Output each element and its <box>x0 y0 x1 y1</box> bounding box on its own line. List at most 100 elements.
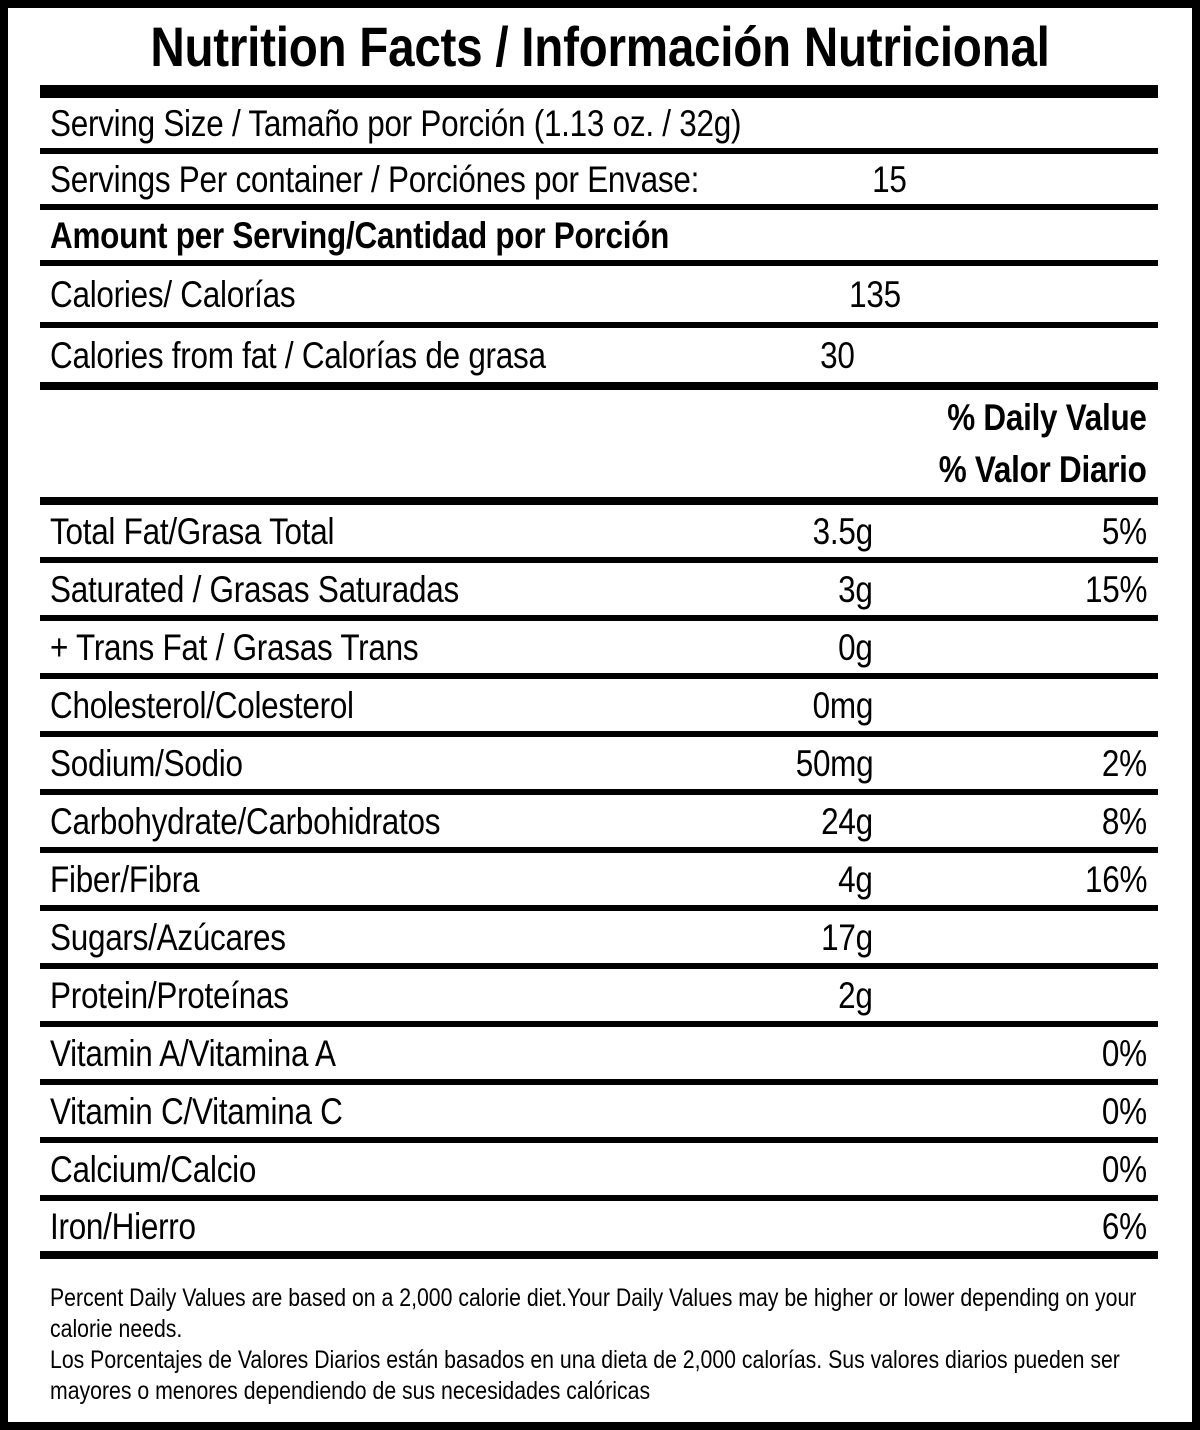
daily-value-header-en-line: % Daily Value <box>50 392 1148 444</box>
daily-value-header: % Daily Value % Valor Diario <box>40 390 1158 505</box>
nutrient-amount: 24g <box>821 800 873 842</box>
serving-size-label: Serving Size / Tamaño por Porción (1.13 … <box>50 102 742 144</box>
nutrient-amount-cell <box>723 1035 873 1072</box>
nutrient-label: Sugars/Azúcares <box>50 916 286 958</box>
calories-cell: Calories/ Calorías <box>50 276 751 313</box>
calories-value: 135 <box>849 273 901 315</box>
nutrient-label: Saturated / Grasas Saturadas <box>50 568 459 610</box>
nutrient-dv: 16% <box>1084 858 1147 900</box>
nutrient-dv: 0% <box>1102 1032 1147 1074</box>
daily-value-header-es: % Valor Diario <box>939 448 1147 490</box>
nutrient-amount-cell <box>723 1151 873 1188</box>
daily-value-header-es-line: % Valor Diario <box>50 444 1147 496</box>
nutrient-dv-cell: 15% <box>873 571 1147 608</box>
nutrient-amount-cell: 24g <box>723 803 873 840</box>
nutrient-label-cell: Calcium/Calcio <box>50 1151 723 1188</box>
nutrient-dv-cell: 6% <box>873 1208 1147 1245</box>
nutrient-label: Carbohydrate/Carbohidratos <box>50 800 441 842</box>
nutrient-dv: 5% <box>1102 510 1147 552</box>
nutrient-row-sodium: Sodium/Sodio 50mg 2% <box>40 737 1158 795</box>
nutrient-dv-cell: 5% <box>873 513 1147 550</box>
servings-per-container-value: 15 <box>872 158 908 200</box>
calories-from-fat-cell: Calories from fat / Calorías de grasa <box>50 337 705 374</box>
nutrient-amount: 0g <box>838 626 874 668</box>
nutrient-label-cell: Cholesterol/Colesterol <box>50 687 723 724</box>
calories-from-fat-value: 30 <box>820 334 856 376</box>
nutrient-label-cell: Vitamin C/Vitamina C <box>50 1093 723 1130</box>
nutrient-row-total-fat: Total Fat/Grasa Total 3.5g 5% <box>40 505 1158 563</box>
nutrient-dv: 15% <box>1084 568 1147 610</box>
nutrient-amount-cell <box>723 1093 873 1130</box>
nutrient-amount-cell: 3.5g <box>723 513 873 550</box>
nutrient-label: Iron/Hierro <box>50 1205 196 1247</box>
nutrient-label-cell: Protein/Proteínas <box>50 977 723 1014</box>
nutrient-row-trans-fat: + Trans Fat / Grasas Trans 0g <box>40 621 1158 679</box>
nutrient-amount-cell: 17g <box>723 919 873 956</box>
nutrient-label-cell: Carbohydrate/Carbohidratos <box>50 803 723 840</box>
nutrient-dv-cell: 16% <box>873 861 1147 898</box>
nutrient-label: Total Fat/Grasa Total <box>50 510 335 552</box>
nutrient-dv-cell: 8% <box>873 803 1147 840</box>
nutrient-label: + Trans Fat / Grasas Trans <box>50 626 419 668</box>
nutrient-amount: 0mg <box>812 684 874 726</box>
calories-from-fat-label: Calories from fat / Calorías de grasa <box>50 334 546 376</box>
nutrient-label-cell: Iron/Hierro <box>50 1208 723 1245</box>
nutrient-label-cell: Sugars/Azúcares <box>50 919 723 956</box>
serving-size-row: Serving Size / Tamaño por Porción (1.13 … <box>40 98 1158 154</box>
label-title-row: Nutrition Facts / Información Nutriciona… <box>8 8 1192 85</box>
nutrient-amount-cell: 50mg <box>723 745 873 782</box>
nutrient-label: Vitamin C/Vitamina C <box>50 1090 343 1132</box>
footnote-en: Percent Daily Values are based on a 2,00… <box>50 1284 1137 1343</box>
nutrient-label: Sodium/Sodio <box>50 742 243 784</box>
servings-per-container-label: Servings Per container / Porciónes por E… <box>50 158 700 200</box>
title-divider-bar <box>40 85 1158 98</box>
nutrient-amount: 50mg <box>795 742 873 784</box>
nutrient-row-fiber: Fiber/Fibra 4g 16% <box>40 853 1158 911</box>
calories-row: Calories/ Calorías 135 <box>40 266 1158 328</box>
nutrient-row-protein: Protein/Proteínas 2g <box>40 969 1158 1027</box>
daily-value-header-en: % Daily Value <box>947 396 1148 438</box>
nutrient-label: Cholesterol/Colesterol <box>50 684 354 726</box>
nutrient-label-cell: Total Fat/Grasa Total <box>50 513 723 550</box>
nutrient-row-saturated-fat: Saturated / Grasas Saturadas 3g 15% <box>40 563 1158 621</box>
footnotes: Percent Daily Values are based on a 2,00… <box>40 1259 1158 1422</box>
nutrient-label: Calcium/Calcio <box>50 1148 257 1190</box>
nutrient-dv-cell <box>873 977 1147 1014</box>
nutrient-row-vitamin-a: Vitamin A/Vitamina A 0% <box>40 1027 1158 1085</box>
calories-from-fat-value-cell: 30 <box>705 334 856 376</box>
nutrient-amount-cell: 4g <box>723 858 874 900</box>
nutrient-amount-cell: 0mg <box>723 684 874 726</box>
calories-from-fat-row: Calories from fat / Calorías de grasa 30 <box>40 328 1158 390</box>
nutrient-row-carbohydrate: Carbohydrate/Carbohidratos 24g 8% <box>40 795 1158 853</box>
nutrient-label-cell: + Trans Fat / Grasas Trans <box>50 629 723 666</box>
nutrient-dv-cell <box>873 919 1147 956</box>
nutrient-amount-cell: 3g <box>723 568 874 610</box>
nutrient-row-vitamin-c: Vitamin C/Vitamina C 0% <box>40 1085 1158 1143</box>
nutrient-dv-cell: 2% <box>873 745 1147 782</box>
nutrient-dv: 2% <box>1102 742 1147 784</box>
nutrient-amount-cell: 2g <box>723 974 874 1016</box>
nutrient-amount: 4g <box>838 858 874 900</box>
nutrient-row-sugars: Sugars/Azúcares 17g <box>40 911 1158 969</box>
nutrient-amount: 3g <box>838 568 874 610</box>
serving-size-cell: Serving Size / Tamaño por Porción (1.13 … <box>50 105 1147 142</box>
nutrient-amount-cell: 0g <box>723 626 874 668</box>
nutrient-dv-cell <box>873 629 1147 666</box>
nutrient-dv-cell: 0% <box>873 1151 1147 1188</box>
servings-cell: Servings Per container / Porciónes por E… <box>50 161 766 198</box>
nutrient-label: Protein/Proteínas <box>50 974 289 1016</box>
nutrient-dv: 8% <box>1102 800 1147 842</box>
amount-per-serving-row: Amount per Serving/Cantidad por Porción <box>40 210 1158 266</box>
nutrient-label: Vitamin A/Vitamina A <box>50 1032 336 1074</box>
nutrient-amount-cell <box>723 1208 873 1245</box>
servings-value-cell: 15 <box>766 158 908 200</box>
nutrient-amount: 2g <box>838 974 874 1016</box>
nutrient-row-cholesterol: Cholesterol/Colesterol 0mg <box>40 679 1158 737</box>
nutrient-label-cell: Vitamin A/Vitamina A <box>50 1035 723 1072</box>
nutrient-amount: 3.5g <box>812 510 873 552</box>
nutrient-row-calcium: Calcium/Calcio 0% <box>40 1143 1158 1201</box>
nutrient-dv: 0% <box>1102 1090 1147 1132</box>
footnote-es: Los Porcentajes de Valores Diarios están… <box>50 1346 1120 1405</box>
nutrient-dv-cell: 0% <box>873 1035 1147 1072</box>
label-body: Serving Size / Tamaño por Porción (1.13 … <box>40 85 1158 1422</box>
